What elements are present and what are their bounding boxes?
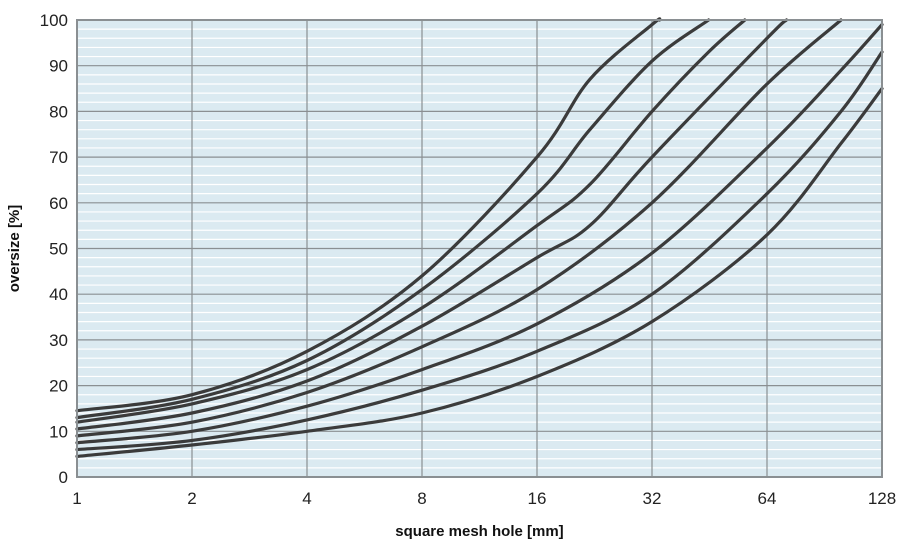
x-axis-title: square mesh hole [mm] [395,523,563,540]
y-tick-label: 40 [49,285,68,304]
x-tick-label: 16 [528,489,547,508]
y-tick-label: 50 [49,240,68,259]
y-tick-label: 60 [49,194,68,213]
x-tick-label: 64 [758,489,777,508]
y-axis-title: oversize [%] [6,205,23,293]
x-tick-label: 8 [417,489,426,508]
series-line-2 [75,18,711,420]
x-tick-label: 4 [302,489,311,508]
y-tick-labels: 0 10 20 30 40 50 60 70 80 90 100 [40,11,68,487]
x-tick-label: 128 [868,489,896,508]
minor-gridlines [77,28,882,469]
y-tick-label: 90 [49,57,68,76]
x-tick-labels: 1 2 4 8 16 32 64 128 [72,489,896,508]
series-line-8 [75,87,884,458]
x-tick-label: 32 [643,489,662,508]
y-tick-label: 100 [40,11,68,30]
plot-frame [76,19,883,478]
series-line-5 [75,18,843,438]
y-tick-label: 30 [49,331,68,350]
series-line-6 [75,23,884,445]
y-tick-label: 70 [49,148,68,167]
x-tick-label: 2 [187,489,196,508]
y-tick-label: 20 [49,377,68,396]
series-line-7 [75,50,884,452]
x-tick-label: 1 [72,489,81,508]
series-line-4 [75,18,789,431]
series-lines [75,17,884,458]
series-line-1 [75,17,662,413]
y-tick-label: 10 [49,422,68,441]
y-tick-label: 0 [59,468,68,487]
y-tick-label: 80 [49,102,68,121]
series-line-3 [75,18,747,424]
